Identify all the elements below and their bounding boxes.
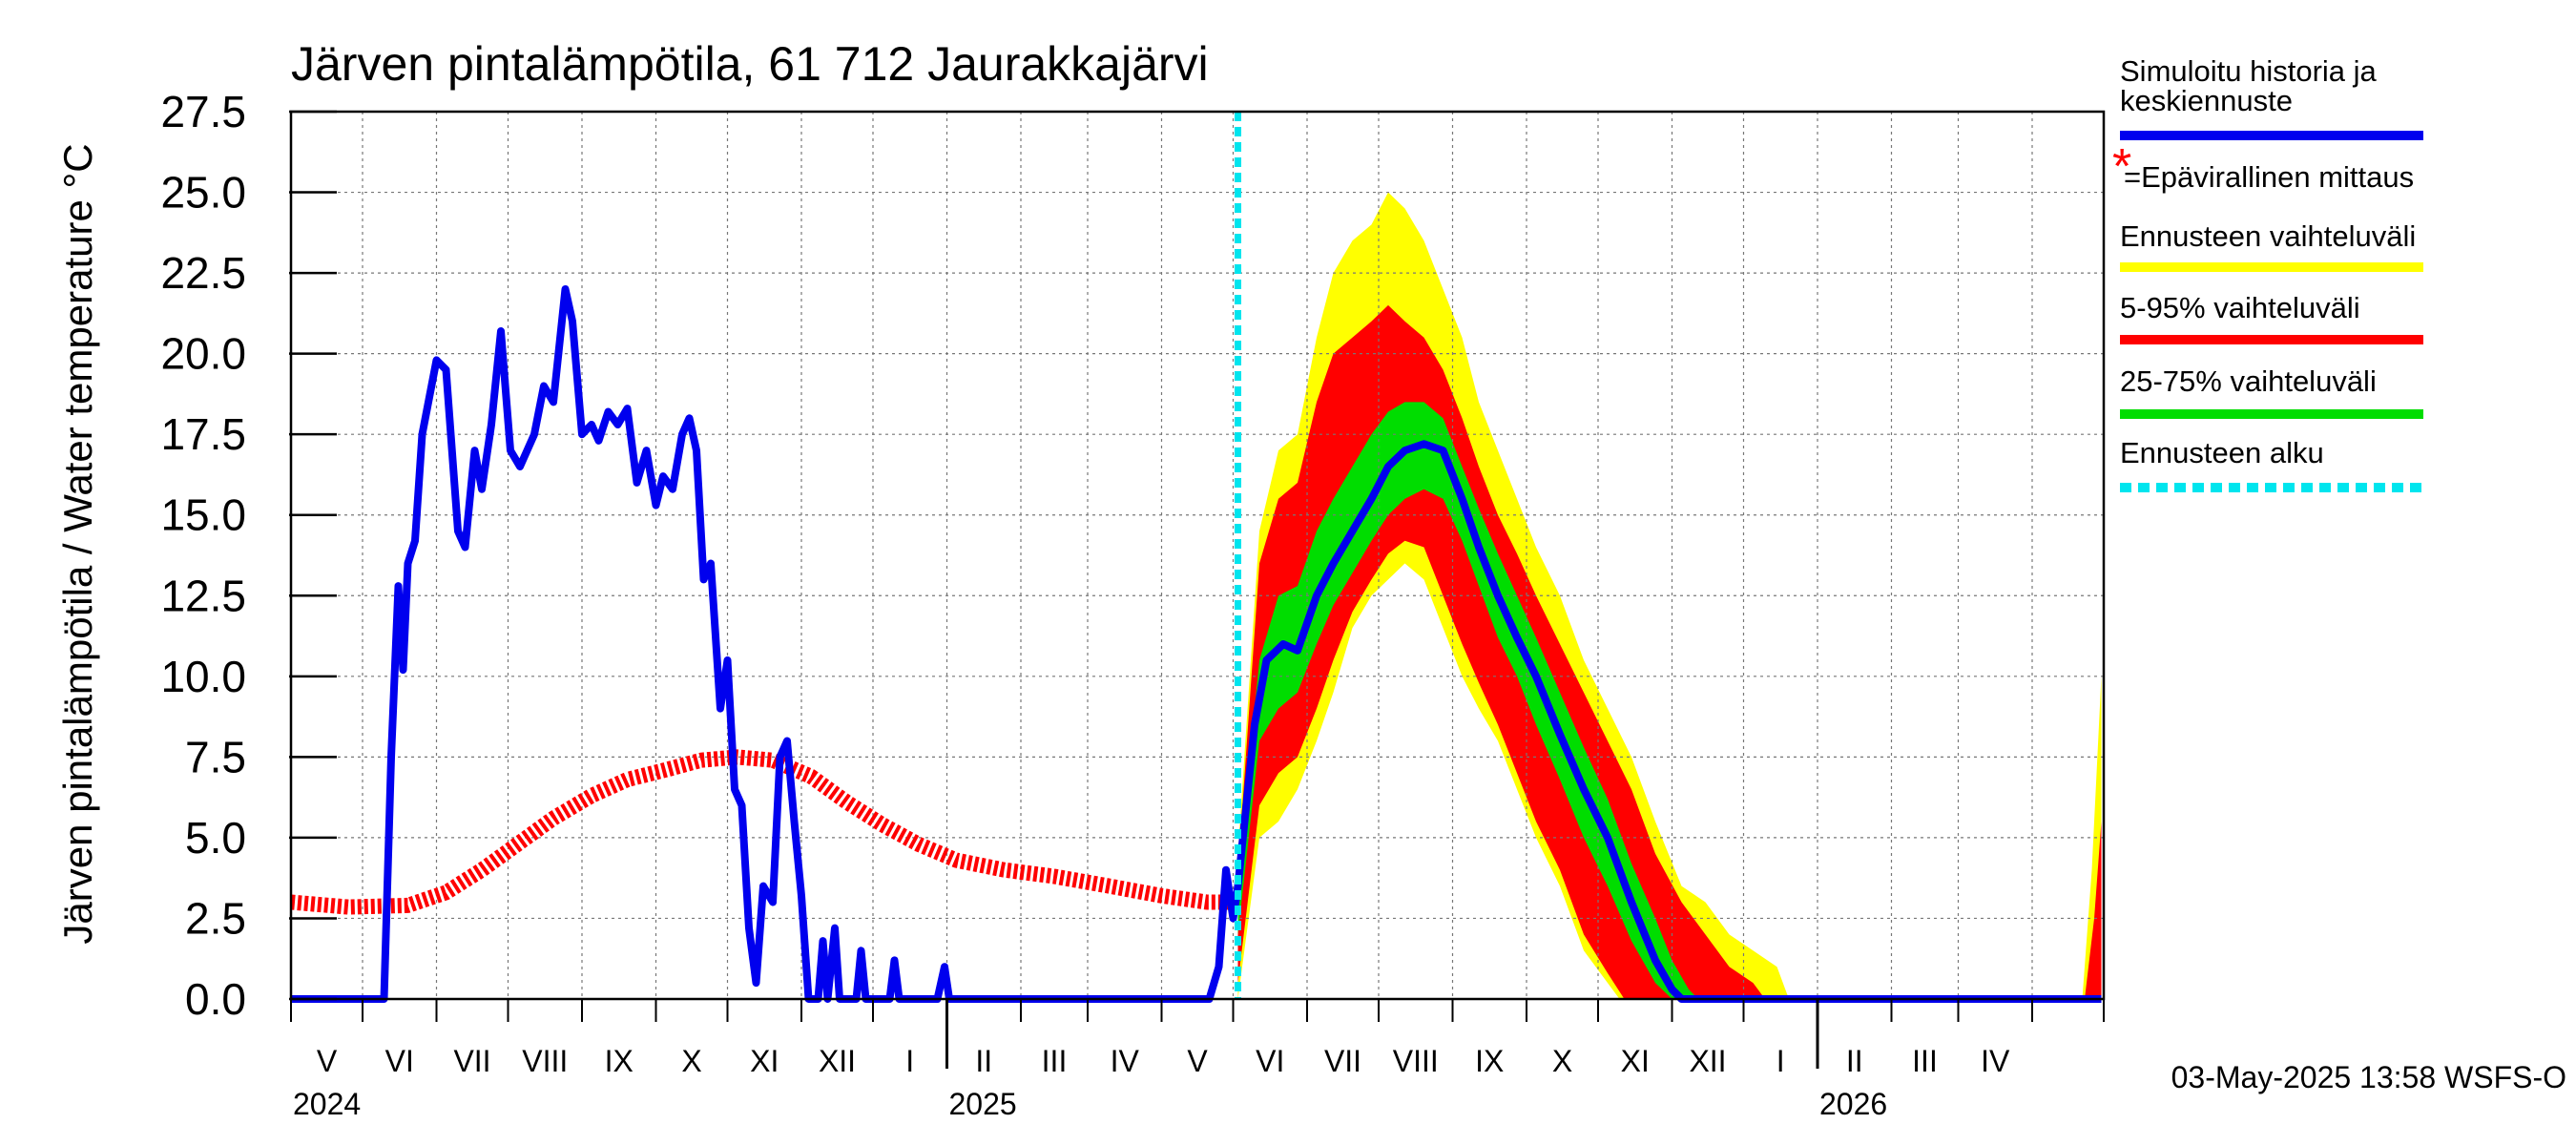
x-year-label: 2024 <box>293 1087 361 1121</box>
y-tick-label: 0.0 <box>185 974 246 1024</box>
y-tick-label: 5.0 <box>185 813 246 863</box>
x-month-label: VII <box>453 1044 490 1078</box>
x-axis: V VI VII VIII IX X XI XII I II III IV V VI VII VIII IX X X… <box>290 999 2105 1121</box>
x-month-label: V <box>317 1044 338 1078</box>
end-spike-red <box>2085 822 2102 999</box>
x-month-label: II <box>1846 1044 1863 1078</box>
x-month-label: I <box>905 1044 914 1078</box>
y-tick-label: 10.0 <box>160 652 246 701</box>
plot-area <box>291 112 2104 999</box>
chart-title: Järven pintalämpötila, 61 712 Jaurakkajä… <box>291 37 1209 91</box>
y-tick-label: 27.5 <box>160 87 246 136</box>
x-month-label: III <box>1042 1044 1068 1078</box>
band-3 <box>1237 402 1698 999</box>
x-month-label: XII <box>1689 1044 1726 1078</box>
x-month-label: III <box>1912 1044 1938 1078</box>
legend-star-icon: * <box>2112 139 2131 195</box>
x-month-label: VIII <box>1393 1044 1439 1078</box>
x-month-label: IV <box>1981 1044 2010 1078</box>
y-tick-label: 22.5 <box>160 248 246 298</box>
legend-label: Ennusteen alku <box>2120 436 2324 469</box>
y-tick-label: 15.0 <box>160 490 246 540</box>
legend-label: keskiennuste <box>2120 84 2293 117</box>
y-tick-label: 17.5 <box>160 409 246 459</box>
x-month-label: VI <box>385 1044 414 1078</box>
x-year-label: 2026 <box>1819 1087 1887 1121</box>
x-month-label: X <box>681 1044 701 1078</box>
legend-label: Ennusteen vaihteluväli <box>2120 219 2416 253</box>
x-month-label: V <box>1187 1044 1208 1078</box>
x-month-label: IV <box>1111 1044 1140 1078</box>
legend-label: Simuloitu historia ja <box>2120 54 2378 88</box>
measurement-line <box>290 749 1231 915</box>
x-month-label: VIII <box>522 1044 568 1078</box>
x-month-label: XI <box>1621 1044 1650 1078</box>
x-month-label: II <box>975 1044 992 1078</box>
x-month-label: VI <box>1256 1044 1284 1078</box>
x-month-label: X <box>1552 1044 1572 1078</box>
y-axis: 0.0 2.5 5.0 7.5 10.0 12.5 15.0 17.5 20.0 22.5 25.0… <box>160 87 337 1024</box>
x-year-label: 2025 <box>949 1087 1017 1121</box>
y-axis-label: Järven pintalämpötila / Water temperatur… <box>55 143 100 944</box>
x-month-label: XII <box>819 1044 856 1078</box>
plot-frame <box>289 110 2106 1001</box>
x-month-label: IX <box>1475 1044 1504 1078</box>
y-tick-label: 12.5 <box>160 571 246 620</box>
y-tick-label: 2.5 <box>185 893 246 943</box>
simulated-history-series <box>291 285 2102 1003</box>
unofficial-measurement-series <box>290 749 1231 915</box>
footer-timestamp: 03-May-2025 13:58 WSFS-O <box>2171 1060 2566 1094</box>
x-month-label: XI <box>750 1044 779 1078</box>
plot-background <box>291 112 2104 999</box>
legend-label: 25-75% vaihteluväli <box>2120 364 2377 398</box>
simulated-line <box>291 285 2102 1003</box>
x-month-label: I <box>1776 1044 1785 1078</box>
x-month-label: IX <box>605 1044 634 1078</box>
frame-border <box>289 110 2106 1001</box>
y-tick-label: 25.0 <box>160 168 246 218</box>
y-tick-label: 20.0 <box>160 329 246 379</box>
legend-label: 5-95% vaihteluväli <box>2120 291 2360 324</box>
legend-label: =Epävirallinen mittaus <box>2124 160 2414 194</box>
x-month-label: VII <box>1324 1044 1361 1078</box>
y-tick-label: 7.5 <box>185 732 246 781</box>
